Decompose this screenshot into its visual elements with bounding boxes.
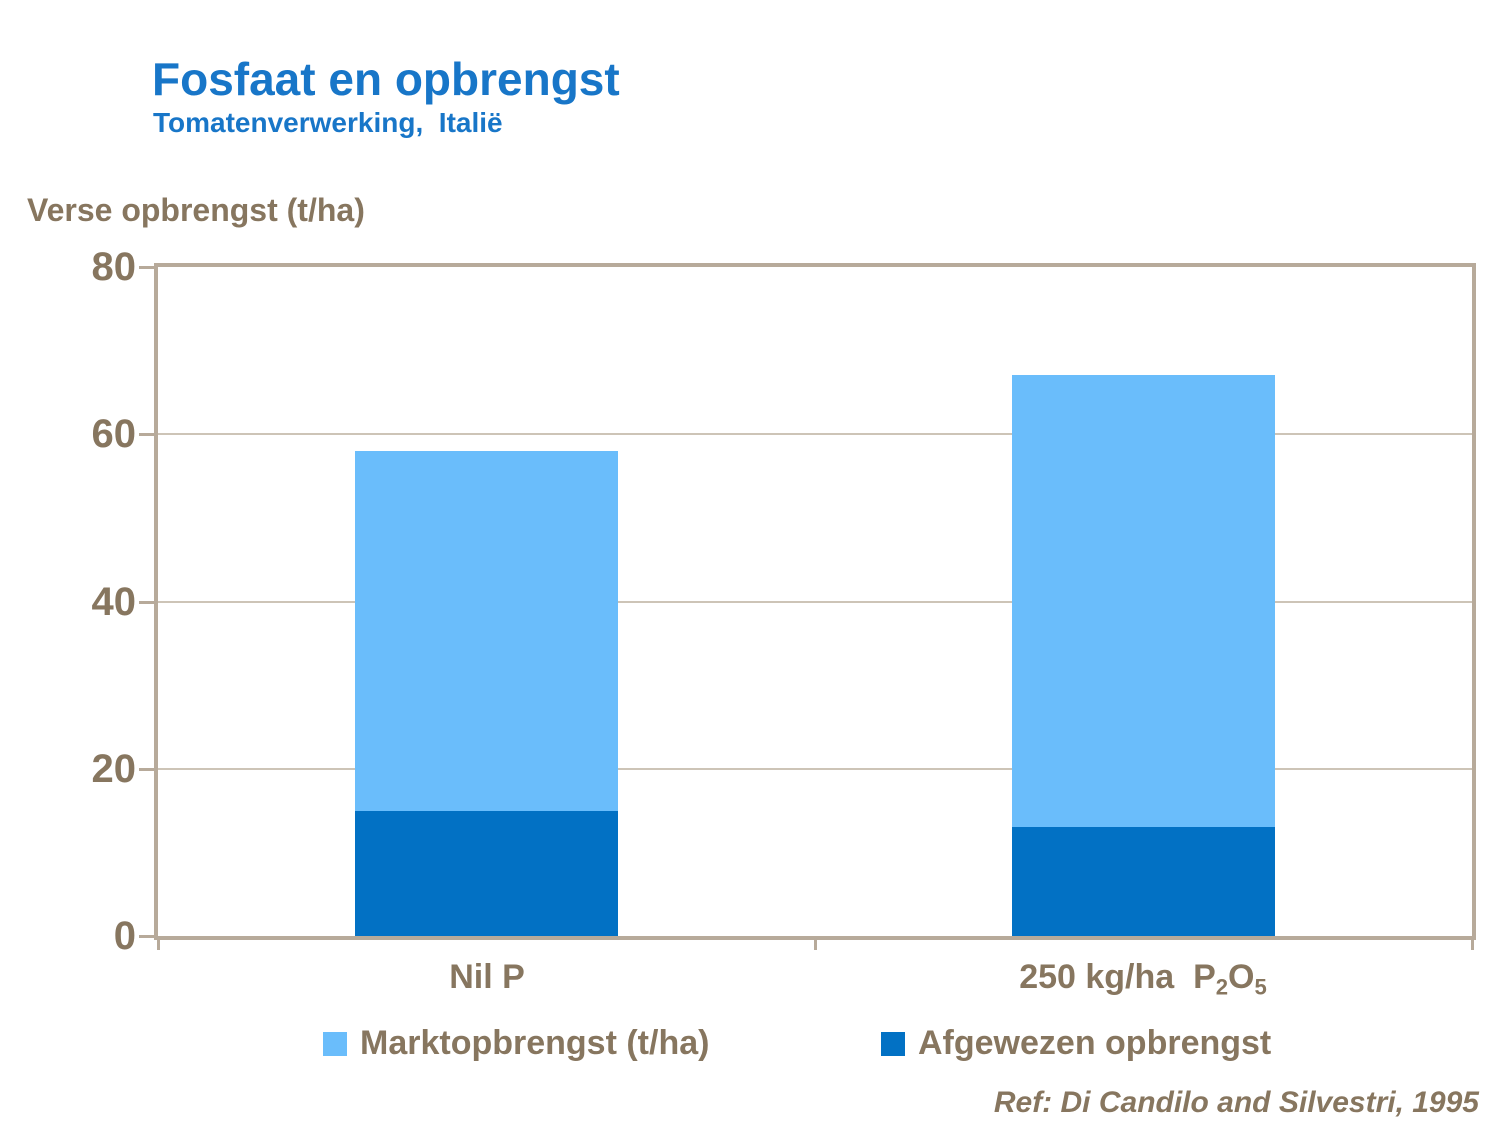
x-axis-label-250-kgha: 250 kg/ha P2O5: [918, 958, 1368, 1001]
x-label-text: 250 kg/ha P: [1019, 958, 1216, 996]
gridline-y-40: [158, 600, 1472, 603]
gridline-y-60: [158, 433, 1472, 436]
legend-swatch-afgewezen-icon: [881, 1031, 905, 1056]
y-tick-mark-60: [139, 433, 154, 436]
legend-label-marktopbrengst: Marktopbrengst (t/ha): [360, 1024, 710, 1062]
x-tick-mark-2: [1471, 936, 1474, 950]
gridline-y-20: [158, 767, 1472, 770]
y-tick-label-40: 40: [91, 580, 137, 624]
chart-subtitle: Tomatenverwerking, Italië: [153, 107, 503, 138]
y-tick-mark-40: [139, 601, 154, 604]
y-tick-mark-0: [139, 935, 154, 938]
reference-note: Ref: Di Candilo and Silvestri, 1995: [993, 1086, 1479, 1119]
legend-swatch-marktopbrengst-icon: [323, 1031, 347, 1056]
bar-segment-afgewezen-opbrengst-cat1: [355, 811, 618, 936]
bar-segment-afgewezen-opbrengst-cat2: [1012, 827, 1275, 936]
x-tick-mark-1: [814, 936, 817, 950]
y-tick-mark-80: [139, 266, 154, 269]
y-tick-label-20: 20: [91, 747, 137, 791]
x-axis-label-nil-p: Nil P: [449, 958, 525, 996]
x-tick-mark-0: [157, 936, 160, 950]
chart-title: Fosfaat en opbrengst: [152, 53, 620, 105]
y-axis-title: Verse opbrengst (t/ha): [27, 192, 365, 228]
y-tick-label-60: 60: [91, 412, 137, 456]
bar-segment-marktopbrengst-t-ha-cat1: [355, 451, 618, 811]
legend-label-afgewezen: Afgewezen opbrengst: [918, 1024, 1272, 1062]
y-tick-label-80: 80: [91, 245, 137, 289]
plot-inner: [158, 267, 1472, 936]
plot-area: [154, 263, 1476, 940]
y-tick-mark-20: [139, 768, 154, 771]
legend-item-marktopbrengst: Marktopbrengst (t/ha): [323, 1024, 709, 1063]
x-label-subscript: 5: [1254, 974, 1267, 1000]
legend-item-afgewezen: Afgewezen opbrengst: [881, 1024, 1271, 1063]
bar-segment-marktopbrengst-t-ha-cat2: [1012, 375, 1275, 827]
y-tick-label-0: 0: [113, 914, 136, 958]
x-label-subscript: 2: [1215, 974, 1229, 1000]
x-label-text: O: [1228, 958, 1255, 996]
